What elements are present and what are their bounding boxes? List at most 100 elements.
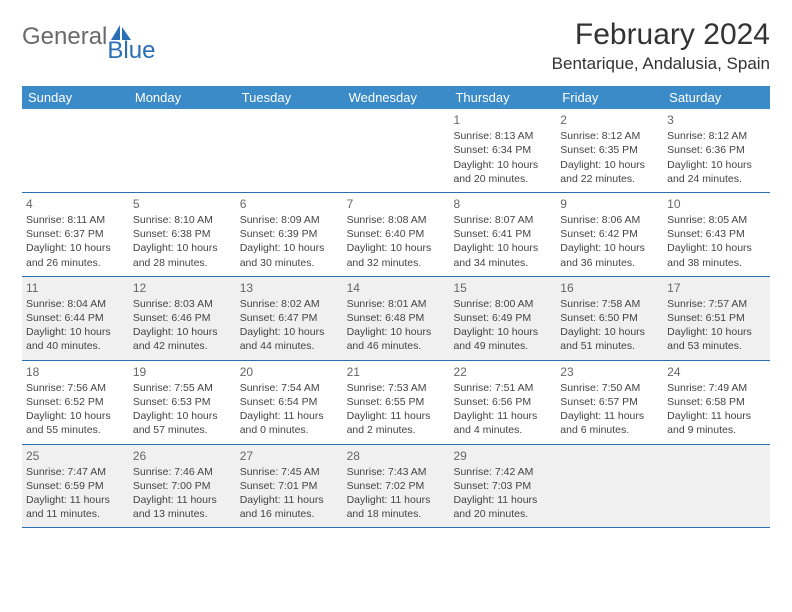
sunset-line: Sunset: 6:36 PM (667, 143, 766, 157)
day-cell: 9Sunrise: 8:06 AMSunset: 6:42 PMDaylight… (556, 193, 663, 276)
daylight-line: Daylight: 10 hours and 53 minutes. (667, 325, 766, 353)
day-number: 5 (133, 196, 232, 212)
daylight-line: Daylight: 10 hours and 36 minutes. (560, 241, 659, 269)
sunrise-line: Sunrise: 7:53 AM (347, 381, 446, 395)
day-number: 28 (347, 448, 446, 464)
sunrise-line: Sunrise: 7:58 AM (560, 297, 659, 311)
location: Bentarique, Andalusia, Spain (552, 54, 770, 74)
day-cell: 3Sunrise: 8:12 AMSunset: 6:36 PMDaylight… (663, 109, 770, 192)
daylight-line: Daylight: 11 hours and 16 minutes. (240, 493, 339, 521)
day-number: 15 (453, 280, 552, 296)
day-cell: 22Sunrise: 7:51 AMSunset: 6:56 PMDayligh… (449, 361, 556, 444)
day-cell (343, 109, 450, 192)
sunset-line: Sunset: 6:59 PM (26, 479, 125, 493)
day-cell: 13Sunrise: 8:02 AMSunset: 6:47 PMDayligh… (236, 277, 343, 360)
day-cell: 29Sunrise: 7:42 AMSunset: 7:03 PMDayligh… (449, 445, 556, 528)
day-number: 27 (240, 448, 339, 464)
day-cell (129, 109, 236, 192)
day-number: 23 (560, 364, 659, 380)
daylight-line: Daylight: 10 hours and 51 minutes. (560, 325, 659, 353)
weekday-wednesday: Wednesday (343, 86, 450, 109)
sunset-line: Sunset: 6:35 PM (560, 143, 659, 157)
day-number: 21 (347, 364, 446, 380)
sunrise-line: Sunrise: 8:12 AM (560, 129, 659, 143)
day-cell: 25Sunrise: 7:47 AMSunset: 6:59 PMDayligh… (22, 445, 129, 528)
sunrise-line: Sunrise: 8:10 AM (133, 213, 232, 227)
daylight-line: Daylight: 10 hours and 34 minutes. (453, 241, 552, 269)
day-number: 24 (667, 364, 766, 380)
sunrise-line: Sunrise: 7:43 AM (347, 465, 446, 479)
sunset-line: Sunset: 6:50 PM (560, 311, 659, 325)
day-cell (236, 109, 343, 192)
day-cell: 2Sunrise: 8:12 AMSunset: 6:35 PMDaylight… (556, 109, 663, 192)
day-cell: 4Sunrise: 8:11 AMSunset: 6:37 PMDaylight… (22, 193, 129, 276)
weekday-header: SundayMondayTuesdayWednesdayThursdayFrid… (22, 86, 770, 109)
calendar: SundayMondayTuesdayWednesdayThursdayFrid… (22, 86, 770, 528)
day-number: 1 (453, 112, 552, 128)
daylight-line: Daylight: 11 hours and 0 minutes. (240, 409, 339, 437)
week-row: 4Sunrise: 8:11 AMSunset: 6:37 PMDaylight… (22, 193, 770, 277)
day-cell: 8Sunrise: 8:07 AMSunset: 6:41 PMDaylight… (449, 193, 556, 276)
sunrise-line: Sunrise: 8:00 AM (453, 297, 552, 311)
sunset-line: Sunset: 6:41 PM (453, 227, 552, 241)
day-number: 6 (240, 196, 339, 212)
sunrise-line: Sunrise: 8:12 AM (667, 129, 766, 143)
day-number: 16 (560, 280, 659, 296)
daylight-line: Daylight: 10 hours and 46 minutes. (347, 325, 446, 353)
sunset-line: Sunset: 6:43 PM (667, 227, 766, 241)
sunrise-line: Sunrise: 8:01 AM (347, 297, 446, 311)
sunset-line: Sunset: 6:39 PM (240, 227, 339, 241)
day-number: 11 (26, 280, 125, 296)
sunrise-line: Sunrise: 7:56 AM (26, 381, 125, 395)
weekday-tuesday: Tuesday (236, 86, 343, 109)
day-cell: 14Sunrise: 8:01 AMSunset: 6:48 PMDayligh… (343, 277, 450, 360)
week-row: 25Sunrise: 7:47 AMSunset: 6:59 PMDayligh… (22, 445, 770, 529)
day-number: 20 (240, 364, 339, 380)
day-cell (556, 445, 663, 528)
day-cell: 17Sunrise: 7:57 AMSunset: 6:51 PMDayligh… (663, 277, 770, 360)
day-number: 2 (560, 112, 659, 128)
sunrise-line: Sunrise: 7:46 AM (133, 465, 232, 479)
day-cell: 23Sunrise: 7:50 AMSunset: 6:57 PMDayligh… (556, 361, 663, 444)
sunrise-line: Sunrise: 7:57 AM (667, 297, 766, 311)
day-cell: 26Sunrise: 7:46 AMSunset: 7:00 PMDayligh… (129, 445, 236, 528)
sunrise-line: Sunrise: 7:51 AM (453, 381, 552, 395)
day-number: 25 (26, 448, 125, 464)
sunset-line: Sunset: 6:42 PM (560, 227, 659, 241)
sunrise-line: Sunrise: 8:02 AM (240, 297, 339, 311)
daylight-line: Daylight: 11 hours and 9 minutes. (667, 409, 766, 437)
day-cell: 11Sunrise: 8:04 AMSunset: 6:44 PMDayligh… (22, 277, 129, 360)
sunrise-line: Sunrise: 8:06 AM (560, 213, 659, 227)
day-cell: 6Sunrise: 8:09 AMSunset: 6:39 PMDaylight… (236, 193, 343, 276)
page-title: February 2024 (552, 18, 770, 52)
day-number: 4 (26, 196, 125, 212)
sunrise-line: Sunrise: 7:50 AM (560, 381, 659, 395)
sunset-line: Sunset: 7:00 PM (133, 479, 232, 493)
daylight-line: Daylight: 10 hours and 40 minutes. (26, 325, 125, 353)
day-cell: 12Sunrise: 8:03 AMSunset: 6:46 PMDayligh… (129, 277, 236, 360)
logo: General Blue (22, 18, 185, 49)
sunset-line: Sunset: 6:38 PM (133, 227, 232, 241)
day-number: 9 (560, 196, 659, 212)
week-row: 11Sunrise: 8:04 AMSunset: 6:44 PMDayligh… (22, 277, 770, 361)
daylight-line: Daylight: 11 hours and 20 minutes. (453, 493, 552, 521)
day-cell: 28Sunrise: 7:43 AMSunset: 7:02 PMDayligh… (343, 445, 450, 528)
sunset-line: Sunset: 6:55 PM (347, 395, 446, 409)
daylight-line: Daylight: 11 hours and 13 minutes. (133, 493, 232, 521)
day-number: 17 (667, 280, 766, 296)
day-cell (22, 109, 129, 192)
day-cell (663, 445, 770, 528)
sunrise-line: Sunrise: 8:07 AM (453, 213, 552, 227)
weekday-monday: Monday (129, 86, 236, 109)
sunset-line: Sunset: 7:02 PM (347, 479, 446, 493)
sunset-line: Sunset: 6:53 PM (133, 395, 232, 409)
day-cell: 27Sunrise: 7:45 AMSunset: 7:01 PMDayligh… (236, 445, 343, 528)
day-number: 3 (667, 112, 766, 128)
week-row: 18Sunrise: 7:56 AMSunset: 6:52 PMDayligh… (22, 361, 770, 445)
daylight-line: Daylight: 10 hours and 57 minutes. (133, 409, 232, 437)
logo-text-blue: Blue (107, 39, 155, 63)
sunset-line: Sunset: 6:51 PM (667, 311, 766, 325)
daylight-line: Daylight: 10 hours and 44 minutes. (240, 325, 339, 353)
sunset-line: Sunset: 6:49 PM (453, 311, 552, 325)
sunset-line: Sunset: 6:34 PM (453, 143, 552, 157)
